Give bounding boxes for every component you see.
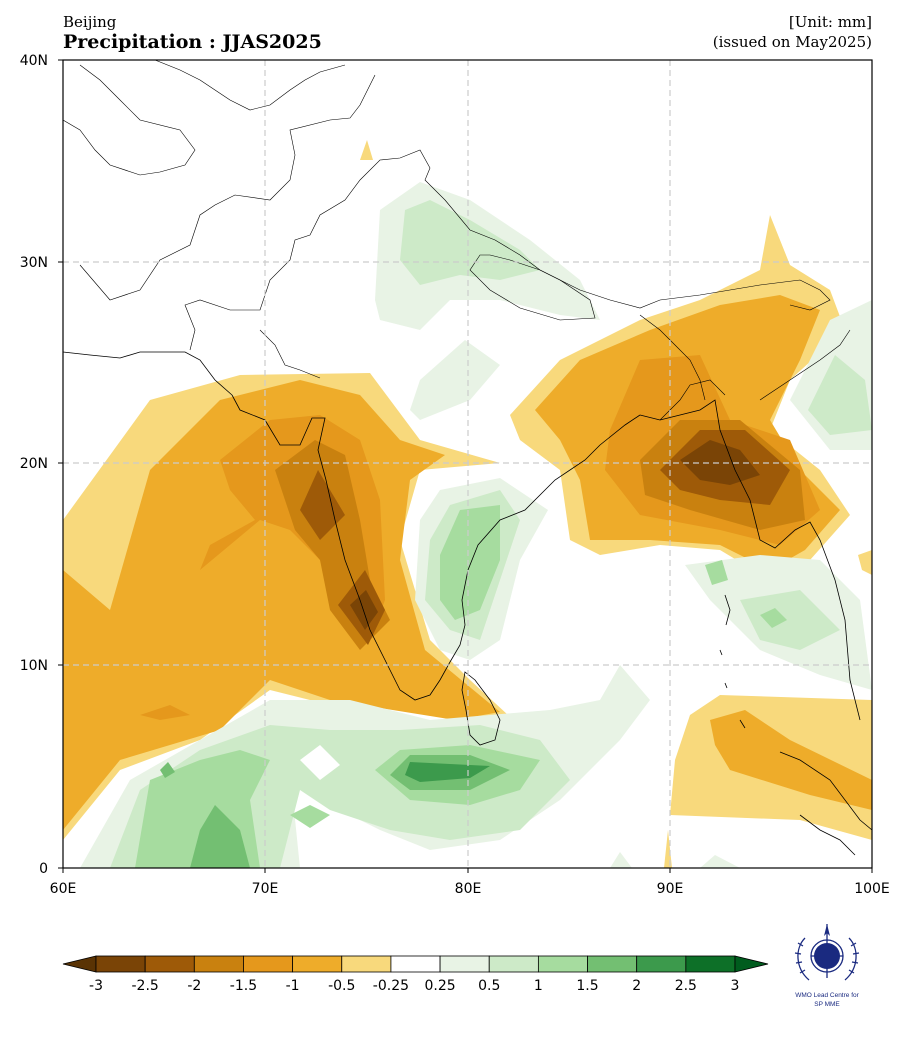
anomaly-white-gap bbox=[300, 745, 340, 780]
anomaly-lightgreen-andaman bbox=[740, 590, 840, 650]
colorbar-tick-label: -0.5 bbox=[328, 978, 355, 994]
x-tick-label: 90E bbox=[657, 881, 684, 897]
colorbar-swatch bbox=[439, 955, 490, 973]
colorbar-swatch bbox=[243, 955, 294, 973]
anomaly-brown-west-a bbox=[300, 470, 345, 540]
wmo-emblem-icon: WMO Lead Centre for SP MME bbox=[794, 924, 860, 1008]
colorbar-swatch bbox=[193, 955, 244, 973]
logo-line1: WMO Lead Centre for bbox=[795, 992, 859, 999]
colorbar-swatch bbox=[390, 955, 441, 973]
colorbar-tick-label: 1.5 bbox=[576, 978, 598, 994]
unit-label: [Unit: mm] bbox=[788, 13, 872, 31]
x-tick-label: 80E bbox=[455, 881, 482, 897]
x-tick-label: 70E bbox=[252, 881, 279, 897]
page-title: Precipitation : JJAS2025 bbox=[63, 31, 322, 53]
colorbar-swatch bbox=[537, 955, 588, 973]
colorbar-swatch bbox=[488, 955, 539, 973]
y-tick-label: 30N bbox=[20, 255, 48, 271]
colorbar-under-arrow bbox=[62, 955, 97, 973]
anomaly-darkgreen-sw bbox=[405, 762, 490, 782]
anomaly-orange-se bbox=[710, 710, 872, 810]
x-tick-label: 60E bbox=[50, 881, 77, 897]
header-location: Beijing bbox=[63, 13, 117, 31]
y-tick-label: 10N bbox=[20, 658, 48, 674]
colorbar-tick-label: -1 bbox=[286, 978, 300, 994]
anomaly-green-small bbox=[290, 805, 330, 828]
anomaly-midgreen-sw-south bbox=[190, 805, 250, 868]
issued-label: (issued on May2025) bbox=[712, 33, 872, 51]
map-area bbox=[63, 60, 872, 868]
coastlines bbox=[63, 351, 872, 856]
anomaly-lightgreen-himalaya bbox=[400, 200, 540, 285]
colorbar-tick-label: 0.25 bbox=[424, 978, 455, 994]
anomaly-palegreen-bottom bbox=[610, 852, 632, 868]
anomaly-green-andaman-b bbox=[705, 560, 728, 585]
colorbar: -3 -2.5 -2 -1.5 -1 -0.5 -0.25 0.25 0.5 1 1.5 2 2.5 3 bbox=[62, 955, 769, 994]
colorbar-tick-label: -1.5 bbox=[230, 978, 257, 994]
colorbar-tick-label: -3 bbox=[89, 978, 103, 994]
colorbar-tick-label: -2.5 bbox=[131, 978, 158, 994]
logo-line2: SP MME bbox=[814, 1001, 840, 1008]
anomaly-green-small2 bbox=[160, 762, 175, 778]
anomaly-green-andaman-a bbox=[760, 608, 787, 628]
colorbar-tick-label: -2 bbox=[187, 978, 201, 994]
colorbar-tick-label: 2.5 bbox=[675, 978, 697, 994]
colorbar-tick-label: 1 bbox=[534, 978, 543, 994]
anomaly-darkbrown-west bbox=[350, 590, 378, 630]
x-tick-label: 100E bbox=[854, 881, 890, 897]
gridlines bbox=[63, 60, 872, 868]
colorbar-swatch bbox=[587, 955, 638, 973]
anomaly-darkbrown-east bbox=[680, 440, 760, 485]
colorbar-swatch bbox=[636, 955, 687, 973]
colorbar-tick-label: 2 bbox=[632, 978, 641, 994]
anomaly-small-tibet bbox=[360, 140, 373, 160]
anomaly-palegreen-bottom2 bbox=[700, 855, 740, 868]
colorbar-tick-label: 0.5 bbox=[478, 978, 500, 994]
anomaly-green-bay bbox=[440, 505, 500, 620]
colorbar-swatch bbox=[341, 955, 392, 973]
colorbar-swatch bbox=[144, 955, 195, 973]
colorbar-tick-label: -0.25 bbox=[373, 978, 409, 994]
anomaly-small-se2 bbox=[858, 550, 872, 575]
anomaly-palegreen-central bbox=[410, 340, 500, 420]
colorbar-swatch bbox=[685, 955, 736, 973]
colorbar-swatch bbox=[95, 955, 146, 973]
anomaly-small-south bbox=[664, 830, 672, 868]
y-tick-label: 0 bbox=[39, 861, 48, 877]
y-tick-label: 20N bbox=[20, 456, 48, 472]
colorbar-tick-label: 3 bbox=[731, 978, 740, 994]
colorbar-over-arrow bbox=[734, 955, 769, 973]
colorbar-swatch bbox=[292, 955, 343, 973]
anomaly-orange-west-sub bbox=[140, 705, 190, 720]
y-tick-label: 40N bbox=[20, 53, 48, 69]
y-axis: 40N 30N 20N 10N 0 bbox=[20, 53, 63, 877]
x-axis: 60E 70E 80E 90E 100E bbox=[50, 868, 890, 897]
anomaly-lightgreen-eastcoast bbox=[808, 355, 872, 435]
